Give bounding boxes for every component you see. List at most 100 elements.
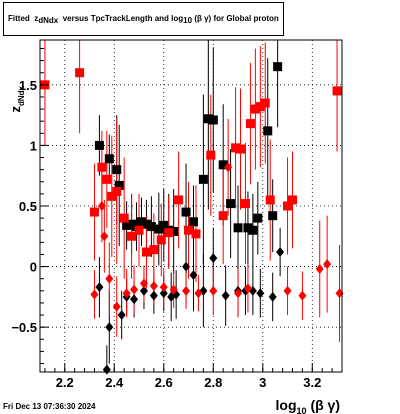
square-marker	[206, 150, 216, 160]
square-marker	[208, 115, 218, 125]
square-marker	[218, 160, 228, 170]
diamond-marker	[315, 264, 324, 275]
diamond-marker	[159, 288, 168, 299]
title-prefix: Fitted	[8, 13, 30, 23]
square-marker	[233, 223, 243, 233]
y-tick-label: 1	[30, 138, 37, 153]
title-log-sub: 10	[183, 15, 193, 25]
square-marker	[136, 217, 146, 227]
diamond-marker	[112, 301, 121, 312]
square-marker	[134, 225, 144, 235]
diamond-marker	[323, 259, 332, 270]
x-tick-label: 3.2	[303, 375, 321, 390]
chart-title-box: Fitted zdNdx versus TpcTrackLength and l…	[3, 2, 284, 36]
diamond-marker	[243, 283, 252, 294]
diamond-marker	[130, 294, 139, 305]
square-marker	[287, 195, 297, 205]
square-marker	[174, 195, 184, 205]
diamond-marker	[122, 288, 131, 299]
square-marker	[332, 86, 342, 96]
chart-title: Fitted zdNdx versus TpcTrackLength and l…	[8, 14, 279, 25]
diamond-marker	[97, 201, 106, 211]
square-marker	[203, 114, 213, 124]
square-marker	[263, 126, 273, 136]
grid-lines	[40, 40, 342, 372]
diamond-marker	[139, 278, 148, 289]
tick-labels: 2.2 2.4 2.6 2.8 3 3.2 −0.5 0 0.5 1 1.5	[11, 78, 321, 390]
diamond-marker	[209, 285, 218, 296]
y-tick-label: 0.5	[19, 199, 37, 214]
square-marker	[253, 213, 263, 223]
square-marker	[188, 217, 198, 227]
square-marker	[283, 201, 293, 211]
diamond-marker	[189, 270, 198, 281]
diamond-marker	[149, 290, 158, 301]
diamond-marker	[221, 290, 230, 301]
title-greek: (β γ)	[194, 13, 212, 23]
square-marker	[104, 154, 114, 164]
square-marker	[127, 219, 137, 229]
square-marker	[154, 224, 164, 234]
square-marker	[260, 98, 270, 108]
diamond-marker	[182, 261, 191, 272]
square-marker	[191, 229, 201, 239]
diamond-marker	[169, 284, 178, 295]
title-var: z	[34, 13, 39, 23]
square-marker	[97, 162, 107, 172]
diamond-marker	[182, 285, 191, 296]
diamond-marker	[100, 231, 109, 242]
square-marker	[156, 235, 166, 245]
square-marker	[273, 62, 283, 72]
timestamp-footer: Fri Dec 13 07:36:30 2024	[3, 402, 96, 411]
diamond-marker	[224, 162, 233, 173]
diamond-marker	[159, 282, 168, 293]
title-mid: versus TpcTrackLength and log	[62, 13, 184, 23]
square-marker	[255, 102, 265, 112]
square-marker	[226, 199, 236, 209]
square-marker	[89, 207, 99, 217]
square-marker	[169, 226, 179, 236]
square-marker	[122, 220, 132, 230]
x-tick-label: 2.6	[155, 375, 173, 390]
square-marker	[149, 245, 159, 255]
diamond-marker	[194, 288, 203, 299]
square-marker	[198, 174, 208, 184]
x-tick-label: 2.8	[204, 375, 222, 390]
diamond-marker	[268, 291, 277, 302]
diamond-marker	[105, 322, 114, 333]
square-marker	[248, 225, 258, 235]
diamond-marker	[117, 310, 126, 321]
square-marker	[119, 213, 129, 223]
square-marker	[75, 68, 85, 78]
square-marker	[236, 144, 246, 154]
y-tick-label: 1.5	[19, 78, 37, 93]
diamond-marker	[139, 285, 148, 296]
square-marker	[94, 140, 104, 150]
x-axis-label: log10 (β γ)	[276, 397, 340, 414]
square-marker	[265, 195, 275, 205]
diamond-marker	[90, 289, 99, 300]
square-marker	[231, 143, 241, 153]
square-marker	[112, 186, 122, 196]
square-marker	[141, 247, 151, 257]
diamond-marker	[283, 285, 292, 296]
square-marker	[250, 104, 260, 114]
square-marker	[243, 223, 253, 233]
axis-ticks	[40, 47, 333, 372]
square-marker	[240, 199, 250, 209]
diamond-marker	[105, 273, 114, 284]
diamond-marker	[95, 282, 104, 293]
square-marker	[181, 207, 191, 217]
square-marker	[268, 211, 278, 221]
square-marker	[107, 191, 117, 201]
title-var-sub: dNdx	[38, 15, 59, 25]
square-marker	[164, 228, 174, 238]
y-tick-label: 0	[30, 260, 37, 275]
diamond-marker	[149, 280, 158, 291]
diamond-marker	[298, 290, 307, 301]
diamond-marker	[256, 288, 265, 299]
title-suffix: for Global proton	[213, 13, 279, 23]
square-marker	[218, 211, 228, 221]
square-marker	[141, 219, 151, 229]
